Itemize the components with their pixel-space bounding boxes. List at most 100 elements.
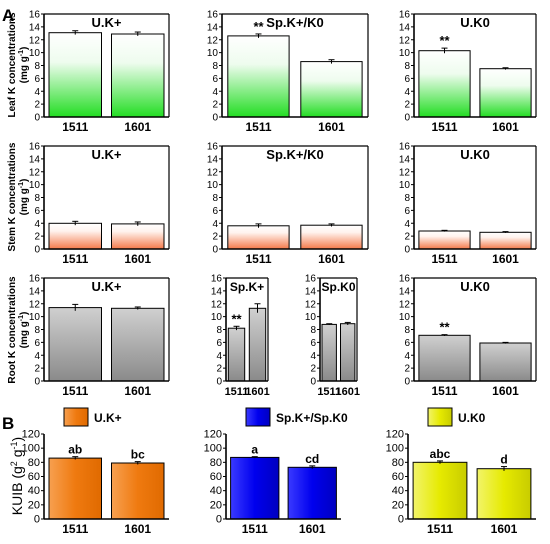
row-ylabel-units: (mg g-1) bbox=[18, 312, 30, 349]
y-tick-label: 14 bbox=[29, 286, 41, 297]
unit-text: (mg g bbox=[19, 188, 30, 215]
x-tick-label: 1511 bbox=[62, 252, 88, 266]
y-tick-label: 4 bbox=[310, 351, 316, 362]
y-tick-label: 10 bbox=[399, 48, 411, 59]
bar bbox=[48, 222, 102, 250]
y-tick-label: 12 bbox=[29, 167, 41, 178]
x-tick-label: 1601 bbox=[245, 386, 269, 398]
x-tick-label: 1601 bbox=[318, 252, 345, 266]
y-tick-label: 6 bbox=[34, 74, 40, 85]
y-tick-label: 60 bbox=[28, 471, 40, 483]
y-tick-label: 0 bbox=[212, 113, 218, 124]
y-tick-label: 8 bbox=[34, 325, 40, 336]
x-tick-label: 1601 bbox=[336, 386, 360, 398]
y-tick-label: 14 bbox=[399, 22, 411, 33]
y-tick-label: 80 bbox=[28, 457, 40, 469]
y-tick-label: 6 bbox=[404, 206, 410, 217]
y-tick-label: 100 bbox=[204, 443, 222, 455]
y-tick-label: 40 bbox=[28, 485, 40, 497]
unit-text: (mg g bbox=[19, 56, 30, 83]
y-tick-label: 14 bbox=[399, 286, 411, 297]
y-tick-label: 8 bbox=[404, 325, 410, 336]
y-tick-label: 4 bbox=[212, 87, 218, 98]
x-tick-label: 1511 bbox=[427, 522, 453, 536]
x-tick-label: 1601 bbox=[492, 120, 519, 134]
y-tick-label: 6 bbox=[34, 338, 40, 349]
significance-label: d bbox=[500, 453, 507, 467]
y-tick-label: 6 bbox=[404, 74, 410, 85]
y-tick-label: 2 bbox=[310, 364, 316, 375]
y-tick-label: 8 bbox=[404, 61, 410, 72]
y-tick-label: 100 bbox=[22, 443, 40, 455]
x-tick-label: 1601 bbox=[124, 120, 151, 134]
y-tick-label: 10 bbox=[29, 312, 41, 323]
y-tick-label: 4 bbox=[216, 351, 222, 362]
kuib-exp2: -1 bbox=[9, 441, 19, 449]
y-tick-label: 40 bbox=[210, 485, 222, 497]
chart-12: a 1511 cd 1601 0 20 40 60 80 100 120 Sp.K+/Sp.K0 bbox=[204, 407, 348, 536]
y-tick-label: 14 bbox=[399, 154, 411, 165]
y-tick-label: 2 bbox=[404, 364, 410, 375]
y-tick-label: 16 bbox=[211, 274, 223, 285]
chart-title: Sp.K+ bbox=[230, 280, 264, 294]
y-tick-label: 6 bbox=[404, 338, 410, 349]
bar bbox=[418, 230, 471, 250]
bar bbox=[479, 231, 532, 250]
bar bbox=[418, 334, 471, 382]
y-tick-label: 12 bbox=[399, 167, 411, 178]
chart-title: Sp.K+/K0 bbox=[266, 147, 323, 162]
y-tick-label: 4 bbox=[404, 87, 410, 98]
bar bbox=[227, 327, 246, 382]
y-tick-label: 20 bbox=[28, 499, 40, 511]
y-tick-label: 16 bbox=[29, 274, 41, 285]
x-tick-label: 1601 bbox=[124, 522, 151, 536]
kuib-ylabel: KUIB (g2 g-1) bbox=[9, 437, 25, 515]
chart-11: ab 1511 bc 1601 0 20 40 60 80 100 120 U.K+ bbox=[22, 407, 169, 536]
unit-close: ) bbox=[19, 179, 30, 182]
bar bbox=[340, 323, 356, 382]
y-tick-label: 0 bbox=[34, 377, 40, 388]
y-tick-label: 2 bbox=[34, 232, 40, 243]
x-tick-label: 1601 bbox=[124, 384, 151, 398]
row-ylabel: Root K concentrations bbox=[7, 276, 18, 384]
y-tick-label: 0 bbox=[34, 514, 40, 526]
legend-label: U.K+ bbox=[94, 411, 122, 425]
y-tick-label: 10 bbox=[29, 180, 41, 191]
bar bbox=[111, 307, 165, 382]
y-tick-label: 14 bbox=[305, 286, 317, 297]
y-tick-label: 4 bbox=[34, 87, 40, 98]
panel-label-b: B bbox=[2, 414, 14, 433]
y-tick-label: 8 bbox=[216, 325, 222, 336]
y-tick-label: 6 bbox=[212, 74, 218, 85]
significance-label: ** bbox=[439, 320, 450, 335]
y-tick-label: 100 bbox=[386, 443, 404, 455]
y-tick-label: 0 bbox=[216, 377, 222, 388]
x-tick-label: 1511 bbox=[245, 252, 271, 266]
y-tick-label: 4 bbox=[212, 219, 218, 230]
y-tick-label: 16 bbox=[207, 142, 219, 153]
y-tick-label: 0 bbox=[34, 113, 40, 124]
unit-exponent: -1 bbox=[18, 315, 25, 321]
y-tick-label: 14 bbox=[29, 154, 41, 165]
x-tick-label: 1511 bbox=[242, 522, 268, 536]
chart-title: U.K+ bbox=[92, 279, 122, 294]
y-tick-label: 14 bbox=[207, 154, 219, 165]
legend-swatch bbox=[63, 407, 89, 427]
significance-label: ab bbox=[68, 443, 82, 457]
bar bbox=[479, 342, 532, 382]
y-tick-label: 2 bbox=[404, 232, 410, 243]
y-tick-label: 10 bbox=[305, 312, 317, 323]
y-tick-label: 12 bbox=[399, 299, 411, 310]
y-tick-label: 10 bbox=[207, 180, 219, 191]
kuib-close: ) bbox=[9, 437, 25, 442]
y-tick-label: 8 bbox=[212, 61, 218, 72]
bar bbox=[300, 61, 363, 118]
y-tick-label: 16 bbox=[305, 274, 317, 285]
